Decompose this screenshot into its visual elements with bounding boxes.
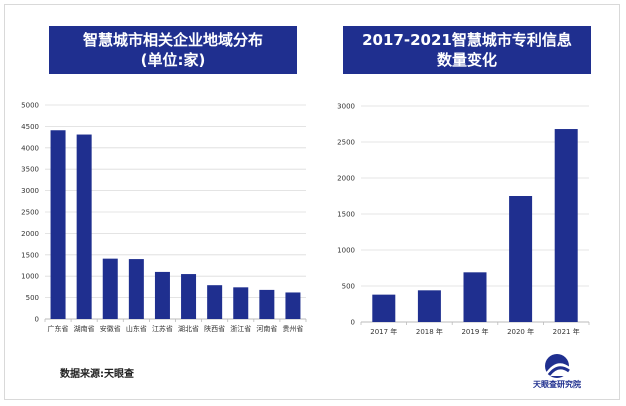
y-tick-label: 3000 [337, 103, 355, 111]
bar-2 [102, 258, 118, 319]
left-chart-title: 智慧城市相关企业地域分布 (单位:家) [49, 26, 297, 74]
left-chart-title-text: 智慧城市相关企业地域分布 [82, 31, 263, 49]
x-tick-label: 2018 年 [416, 327, 443, 336]
tianyancha-logo-icon [545, 354, 571, 378]
x-tick-label: 广东省 [48, 324, 69, 333]
bar-0 [50, 130, 66, 319]
bar-4 [554, 129, 578, 322]
bar-4 [154, 271, 170, 319]
x-tick-label: 山东省 [126, 324, 147, 333]
x-tick-label: 2021 年 [553, 327, 580, 336]
y-tick-label: 1500 [21, 251, 39, 259]
y-tick-label: 2000 [21, 230, 39, 238]
bar-5 [181, 274, 197, 319]
right-chart-title: 2017-2021智慧城市专利信息 数量变化 [343, 26, 591, 74]
right-chart-title-text: 2017-2021智慧城市专利信息 [362, 31, 572, 49]
y-tick-label: 2500 [337, 139, 355, 147]
x-tick-label: 湖南省 [74, 324, 95, 333]
bar-2 [463, 272, 487, 322]
x-tick-label: 浙江省 [230, 324, 251, 333]
left-chart-subtitle: (单位:家) [140, 51, 206, 69]
y-tick-label: 4000 [21, 144, 39, 152]
y-tick-label: 500 [342, 283, 355, 291]
bar-9 [285, 292, 301, 319]
x-tick-label: 2020 年 [507, 327, 534, 336]
y-tick-label: 1000 [337, 247, 355, 255]
y-tick-label: 3500 [21, 166, 39, 174]
x-tick-label: 安徽省 [100, 324, 121, 333]
y-tick-label: 5000 [21, 102, 39, 110]
x-tick-label: 江苏省 [152, 324, 173, 333]
logo: 天眼查研究院 [527, 350, 587, 390]
bar-6 [207, 285, 223, 319]
x-tick-label: 河南省 [256, 324, 277, 333]
right-chart-subtitle: 数量变化 [436, 51, 497, 69]
x-tick-label: 2017 年 [370, 327, 397, 336]
x-tick-label: 贵州省 [282, 324, 303, 333]
logo-text: 天眼查研究院 [533, 380, 581, 389]
y-tick-label: 500 [26, 294, 39, 302]
bar-3 [509, 196, 533, 322]
x-tick-label: 湖北省 [178, 324, 199, 333]
bar-3 [128, 259, 144, 319]
x-tick-label: 2019 年 [461, 327, 488, 336]
bar-8 [259, 289, 275, 319]
bar-1 [76, 134, 92, 319]
bar-7 [233, 287, 249, 319]
data-source-note: 数据来源:天眼查 [60, 369, 134, 380]
y-tick-label: 0 [35, 316, 39, 324]
y-tick-label: 2500 [21, 209, 39, 217]
y-tick-label: 1000 [21, 273, 39, 281]
y-tick-label: 4500 [21, 123, 39, 131]
y-tick-label: 2000 [337, 175, 355, 183]
y-tick-label: 1500 [337, 211, 355, 219]
y-tick-label: 3000 [21, 187, 39, 195]
y-tick-label: 0 [351, 319, 355, 327]
bar-0 [372, 294, 396, 322]
x-tick-label: 陕西省 [204, 324, 225, 333]
bar-1 [417, 290, 441, 322]
